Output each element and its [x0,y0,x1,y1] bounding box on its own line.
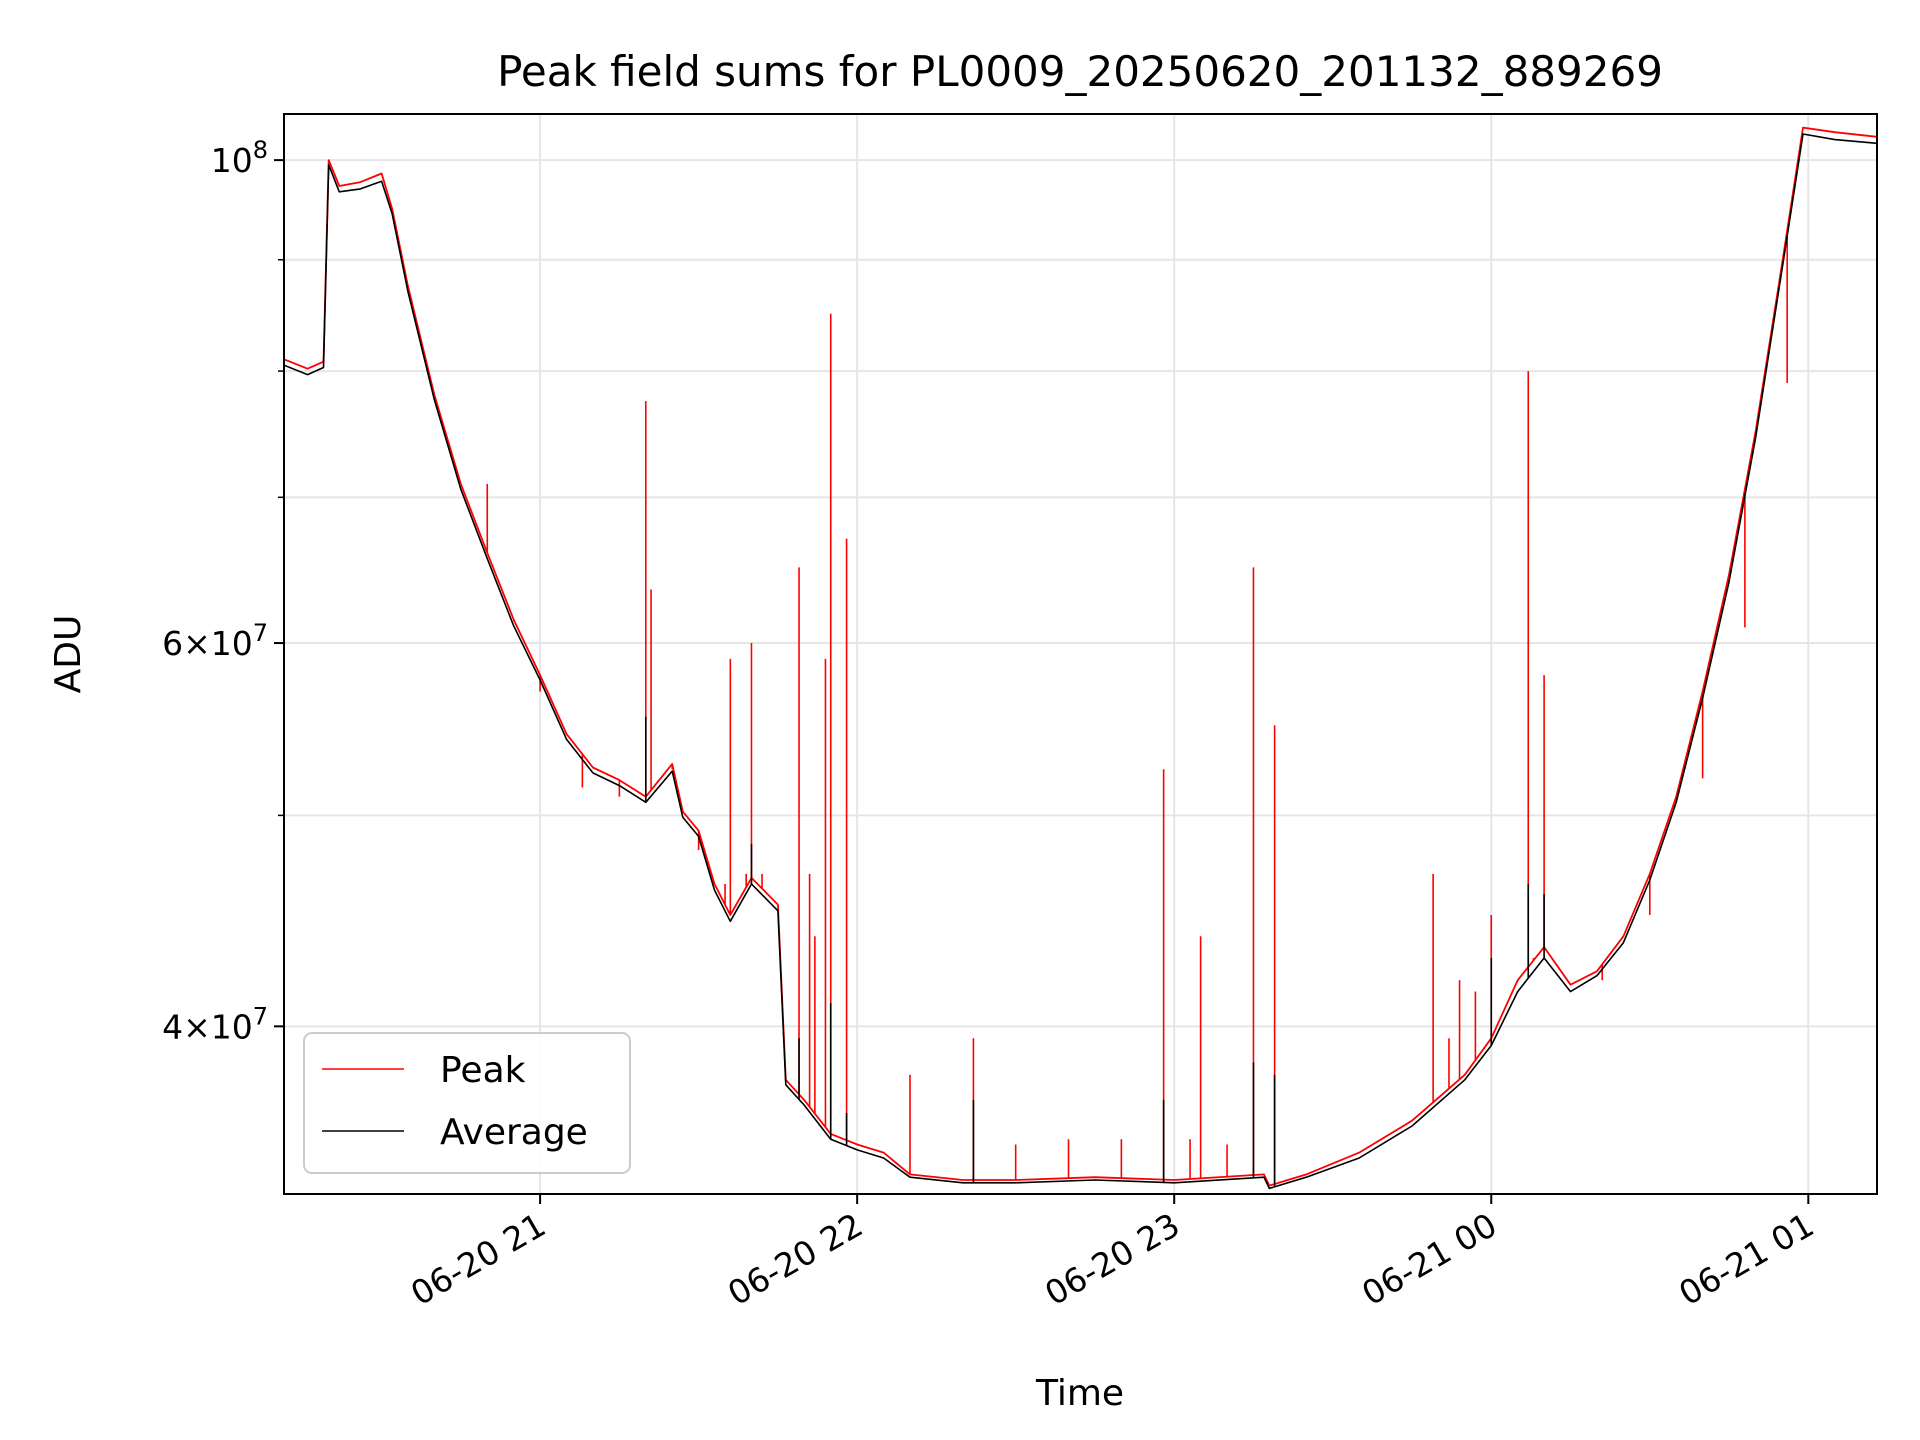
legend: Peak Average [303,1032,631,1174]
y-tick-label: 6×107 [162,619,268,663]
plot-lines [284,126,1877,1190]
plot-frame [283,113,1878,1195]
y-axis-label: ADU [48,615,89,694]
x-axis-label: Time [1035,1373,1124,1414]
series-line-average [284,133,1877,1190]
legend-label-peak: Peak [440,1050,526,1091]
chart-title: Peak field sums for PL0009_20250620_2011… [497,47,1663,96]
series-line-peak [284,126,1877,1187]
y-tick-label: 4×107 [162,1002,268,1046]
legend-label-average: Average [440,1112,588,1153]
y-tick-label: 108 [211,136,268,180]
legend-box [303,1032,631,1174]
grid [284,114,1877,1194]
